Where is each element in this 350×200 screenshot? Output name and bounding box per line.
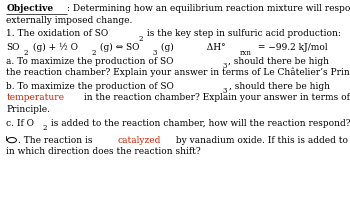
Text: Objective: Objective: [6, 4, 54, 13]
Text: 3: 3: [223, 87, 227, 95]
Text: (g) ⇔ SO: (g) ⇔ SO: [97, 43, 140, 52]
Text: , should there be high: , should there be high: [228, 57, 332, 66]
Text: 1. The oxidation of SO: 1. The oxidation of SO: [6, 29, 108, 38]
Text: by vanadium oxide. If this is added to the reaction chamber,: by vanadium oxide. If this is added to t…: [173, 135, 350, 144]
Text: 2: 2: [24, 48, 28, 56]
Text: externally imposed change.: externally imposed change.: [6, 15, 133, 24]
Text: 3: 3: [223, 62, 227, 70]
Text: 2: 2: [42, 123, 47, 131]
Text: Principle.: Principle.: [6, 104, 50, 113]
Text: c. If O: c. If O: [6, 118, 34, 127]
Text: catalyzed: catalyzed: [117, 135, 161, 144]
Text: rxn: rxn: [239, 48, 251, 56]
Text: b. To maximize the production of SO: b. To maximize the production of SO: [6, 81, 174, 90]
Text: , should there be high: , should there be high: [229, 81, 332, 90]
Text: = −99.2 kJ/mol: = −99.2 kJ/mol: [255, 43, 328, 52]
Text: in which direction does the reaction shift?: in which direction does the reaction shi…: [6, 146, 201, 155]
Text: 2: 2: [138, 34, 143, 42]
Text: is added to the reaction chamber, how will the reaction respond?: is added to the reaction chamber, how wi…: [48, 118, 350, 127]
Text: temperature: temperature: [6, 93, 64, 102]
Text: 2: 2: [91, 48, 96, 56]
Text: the reaction chamber? Explain your answer in terms of Le Châtelier’s Principle.: the reaction chamber? Explain your answe…: [6, 68, 350, 77]
Text: (g) + ½ O: (g) + ½ O: [29, 43, 78, 52]
Text: in the reaction chamber? Explain your answer in terms of Le Châtelier’s: in the reaction chamber? Explain your an…: [81, 93, 350, 102]
Text: SO: SO: [6, 43, 20, 52]
Text: is the key step in sulfuric acid production:: is the key step in sulfuric acid product…: [144, 29, 341, 38]
Text: ΔH°: ΔH°: [178, 43, 226, 52]
Text: . The reaction is: . The reaction is: [18, 135, 95, 144]
Text: (g): (g): [158, 43, 174, 52]
Text: : Determining how an equilibrium reaction mixture will respond to an: : Determining how an equilibrium reactio…: [67, 4, 350, 13]
Text: 3: 3: [152, 48, 156, 56]
Text: a. To maximize the production of SO: a. To maximize the production of SO: [6, 57, 174, 66]
